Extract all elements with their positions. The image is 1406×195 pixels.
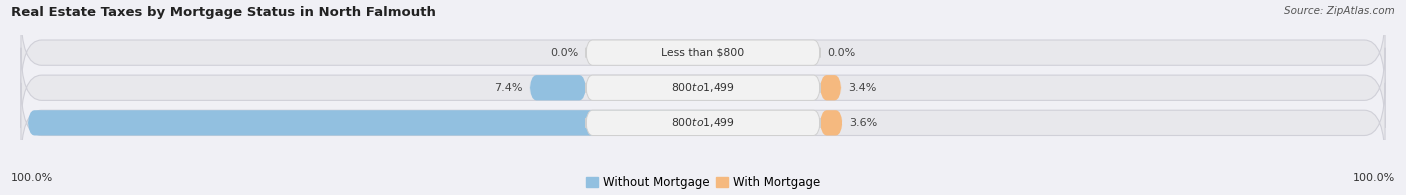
FancyBboxPatch shape <box>28 110 730 136</box>
Text: Real Estate Taxes by Mortgage Status in North Falmouth: Real Estate Taxes by Mortgage Status in … <box>11 6 436 19</box>
Text: 3.4%: 3.4% <box>848 83 876 93</box>
Text: 0.0%: 0.0% <box>827 48 855 58</box>
FancyBboxPatch shape <box>586 110 820 136</box>
FancyBboxPatch shape <box>21 13 1385 93</box>
Text: 0.0%: 0.0% <box>551 48 579 58</box>
Text: $800 to $1,499: $800 to $1,499 <box>671 81 735 94</box>
Text: $800 to $1,499: $800 to $1,499 <box>671 116 735 129</box>
FancyBboxPatch shape <box>820 110 842 136</box>
Text: 100.0%: 100.0% <box>1353 173 1395 183</box>
FancyBboxPatch shape <box>530 75 586 100</box>
FancyBboxPatch shape <box>586 75 820 100</box>
Text: 7.4%: 7.4% <box>495 83 523 93</box>
FancyBboxPatch shape <box>820 75 841 100</box>
Text: Source: ZipAtlas.com: Source: ZipAtlas.com <box>1284 6 1395 16</box>
Text: 3.6%: 3.6% <box>849 118 877 128</box>
Text: 100.0%: 100.0% <box>11 173 53 183</box>
FancyBboxPatch shape <box>586 40 820 65</box>
FancyBboxPatch shape <box>21 48 1385 128</box>
Legend: Without Mortgage, With Mortgage: Without Mortgage, With Mortgage <box>586 176 820 189</box>
Text: Less than $800: Less than $800 <box>661 48 745 58</box>
FancyBboxPatch shape <box>21 83 1385 163</box>
